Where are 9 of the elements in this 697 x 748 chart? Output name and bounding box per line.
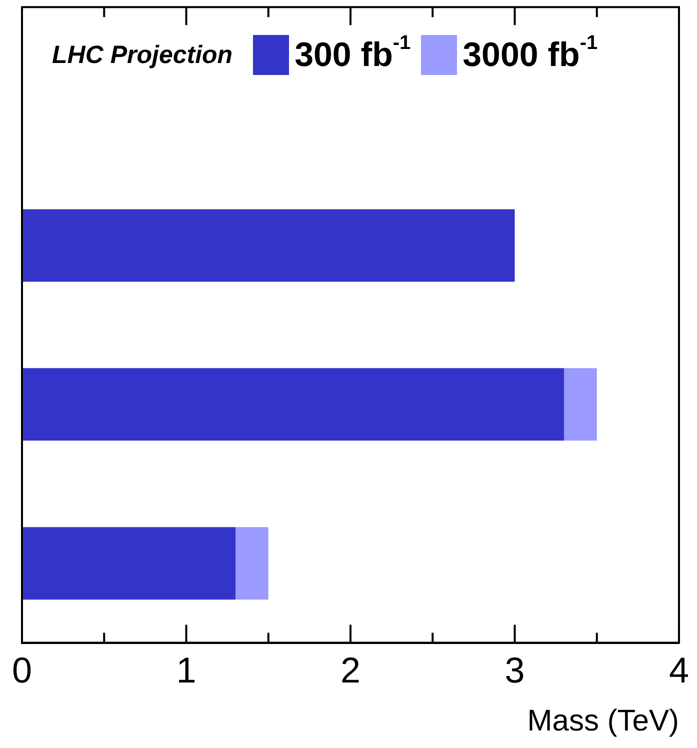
x-tick-label: 4 <box>668 649 690 690</box>
x-tick-label: 3 <box>504 649 525 690</box>
x-axis-title: Mass (TeV) <box>527 704 679 738</box>
legend-label: 300 fb$^{-1}$ <box>294 32 411 75</box>
legend-title: LHC Projection <box>52 40 233 70</box>
x-tick-label: 1 <box>176 649 196 690</box>
x-tick-label: 2 <box>340 649 361 690</box>
x-tick-label: 0 <box>12 649 32 690</box>
legend-label: 3000 fb$^{-1}$ <box>462 32 598 75</box>
